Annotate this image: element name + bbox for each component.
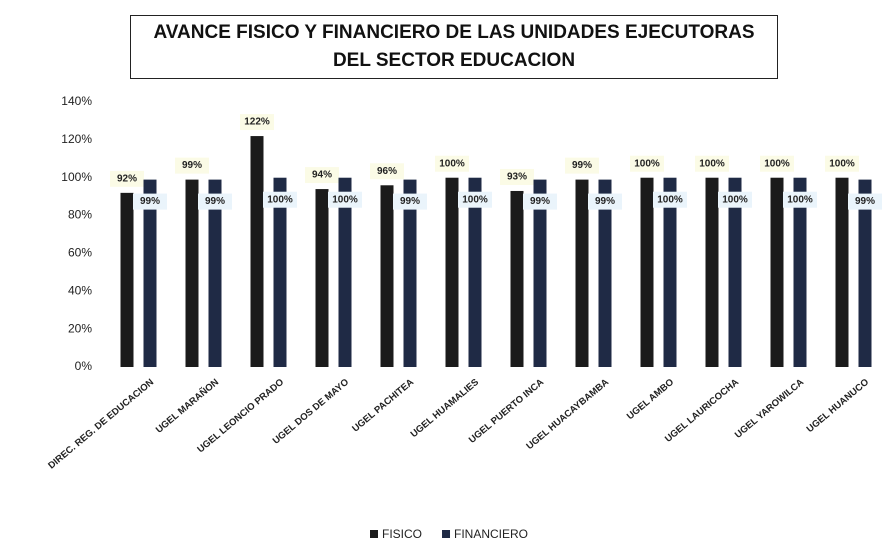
- bar: [403, 179, 417, 367]
- bar: [445, 177, 459, 367]
- y-tick-label: 80%: [68, 208, 92, 222]
- value-label: 94%: [312, 170, 332, 181]
- value-label-bg: [370, 163, 404, 180]
- value-label-bg: [783, 191, 817, 208]
- value-label: 99%: [140, 196, 160, 207]
- legend-label: FINANCIERO: [454, 527, 528, 541]
- value-label: 100%: [439, 158, 465, 169]
- y-tick-label: 60%: [68, 246, 92, 260]
- value-label-bg: [110, 170, 144, 187]
- value-label: 99%: [572, 160, 592, 171]
- x-tick-label: UGEL LAURICOCHA: [663, 377, 741, 445]
- value-label: 100%: [829, 158, 855, 169]
- bar: [208, 179, 222, 367]
- bar: [185, 179, 199, 367]
- bar: [338, 177, 352, 367]
- bar: [793, 177, 807, 367]
- value-label-bg: [848, 193, 882, 210]
- value-label-bg: [198, 193, 232, 210]
- legend-swatch: [370, 530, 378, 538]
- y-tick-label: 140%: [61, 94, 92, 108]
- value-label: 100%: [657, 194, 683, 205]
- value-label: 96%: [377, 166, 397, 177]
- bar: [143, 179, 157, 367]
- bar: [858, 179, 872, 367]
- x-tick-label: UGEL HUANUCO: [805, 377, 871, 435]
- value-label: 100%: [462, 194, 488, 205]
- bar: [468, 177, 482, 367]
- value-label-bg: [458, 191, 492, 208]
- value-label-bg: [588, 193, 622, 210]
- bar: [380, 185, 394, 367]
- bar: [663, 177, 677, 367]
- value-label-bg: [175, 157, 209, 174]
- value-label-bg: [565, 157, 599, 174]
- legend-label: FISICO: [382, 527, 422, 541]
- x-tick-label: UGEL YAROWILCA: [733, 377, 806, 441]
- value-label-bg: [760, 155, 794, 172]
- value-label-bg: [695, 155, 729, 172]
- legend-swatch: [442, 530, 451, 538]
- value-label-bg: [393, 193, 427, 210]
- value-label-bg: [523, 193, 557, 210]
- value-label: 99%: [182, 160, 202, 171]
- value-label: 99%: [205, 196, 225, 207]
- value-label: 100%: [764, 158, 790, 169]
- value-label-bg: [718, 191, 752, 208]
- x-tick-label: UGEL HUAMALIES: [409, 377, 481, 440]
- x-tick-label: UGEL PACHITEA: [350, 377, 416, 435]
- value-label: 99%: [400, 196, 420, 207]
- bar: [315, 189, 329, 367]
- y-tick-label: 0%: [75, 359, 93, 373]
- bar: [728, 177, 742, 367]
- value-label-bg: [653, 191, 687, 208]
- value-label-bg: [263, 191, 297, 208]
- x-tick-label: DIREC. REG. DE EDUCACION: [46, 377, 156, 472]
- x-tick-label: UGEL MARAÑON: [154, 377, 221, 436]
- bar: [533, 179, 547, 367]
- value-label: 100%: [787, 194, 813, 205]
- value-label: 99%: [595, 196, 615, 207]
- value-label: 100%: [267, 194, 293, 205]
- value-label: 100%: [332, 194, 358, 205]
- bar: [575, 179, 589, 367]
- y-tick-label: 40%: [68, 283, 92, 297]
- bar: [250, 136, 264, 367]
- bar: [120, 192, 134, 367]
- x-tick-label: UGEL AMBO: [625, 377, 676, 422]
- value-label-bg: [630, 155, 664, 172]
- bar: [273, 177, 287, 367]
- value-label-bg: [328, 191, 362, 208]
- value-label: 92%: [117, 173, 137, 184]
- value-label: 100%: [634, 158, 660, 169]
- y-tick-label: 100%: [61, 170, 92, 184]
- chart-title: AVANCE FISICO Y FINANCIERO DE LAS UNIDAD…: [130, 15, 778, 79]
- value-label-bg: [305, 167, 339, 184]
- value-label: 99%: [855, 196, 875, 207]
- value-label: 99%: [530, 196, 550, 207]
- bar: [510, 190, 524, 367]
- bar: [770, 177, 784, 367]
- y-tick-label: 120%: [61, 132, 92, 146]
- value-label-bg: [825, 155, 859, 172]
- value-label: 122%: [244, 117, 270, 128]
- value-label-bg: [240, 114, 274, 131]
- bar: [705, 177, 719, 367]
- value-label: 100%: [722, 194, 748, 205]
- bar: [640, 177, 654, 367]
- value-label: 100%: [699, 158, 725, 169]
- value-label-bg: [435, 155, 469, 172]
- value-label-bg: [133, 193, 167, 210]
- y-tick-label: 20%: [68, 321, 92, 335]
- bar: [835, 177, 849, 367]
- value-label-bg: [500, 168, 534, 185]
- bar: [598, 179, 612, 367]
- value-label: 93%: [507, 172, 527, 183]
